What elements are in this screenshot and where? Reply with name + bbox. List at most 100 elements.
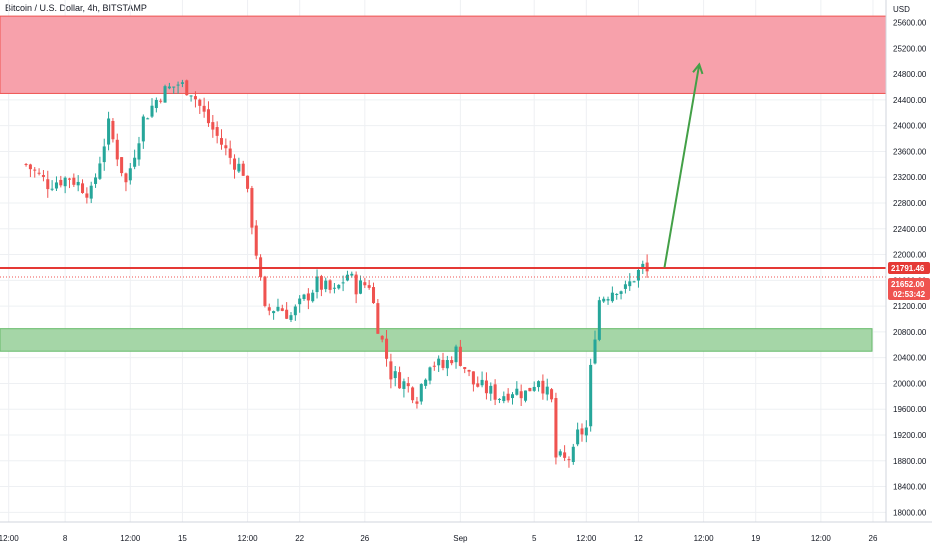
candle-body xyxy=(411,387,415,401)
candle-body xyxy=(137,143,141,160)
candle-body xyxy=(102,146,106,163)
candle-body xyxy=(233,158,237,170)
candle-body xyxy=(385,338,389,359)
time-tick-label: 12:00 xyxy=(238,534,259,543)
price-tick-label: 18400.00 xyxy=(893,483,927,492)
candle-body xyxy=(636,269,640,281)
level-price-tag-text: 21791.46 xyxy=(891,264,925,273)
candle-body xyxy=(606,299,610,301)
candle-body xyxy=(211,122,215,130)
candle-body xyxy=(589,364,593,427)
candle-body xyxy=(189,95,193,97)
candle-body xyxy=(59,179,63,186)
candle-body xyxy=(506,393,510,401)
time-tick-label: 19 xyxy=(751,534,760,543)
candle-body xyxy=(489,385,493,394)
price-tick-label: 22400.00 xyxy=(893,225,927,234)
candle-body xyxy=(406,383,410,387)
candle-body xyxy=(237,163,241,172)
candle-body xyxy=(515,388,519,395)
candle-body xyxy=(172,86,176,88)
time-tick-label: 12:00 xyxy=(120,534,141,543)
candle-body xyxy=(628,281,632,287)
candle-body xyxy=(124,173,128,183)
time-tick-label: 5 xyxy=(532,534,537,543)
candle-body xyxy=(619,291,623,294)
candle-body xyxy=(254,225,258,256)
candle-body xyxy=(276,306,280,311)
candle-body xyxy=(584,427,588,436)
candle-body xyxy=(219,138,224,145)
candle-body xyxy=(493,384,497,400)
candle-body xyxy=(476,383,480,387)
price-tick-label: 25600.00 xyxy=(893,19,927,28)
time-tick-label: 12:00 xyxy=(576,534,597,543)
candle-body xyxy=(502,396,506,402)
candle-body xyxy=(602,298,606,302)
projection-arrow[interactable] xyxy=(663,64,701,268)
candle-body xyxy=(367,285,371,288)
candle-body xyxy=(54,182,58,189)
candle-body xyxy=(428,367,432,381)
price-tick-label: 22000.00 xyxy=(893,251,927,260)
candle-body xyxy=(471,371,475,385)
candle-body xyxy=(402,381,406,389)
candle-body xyxy=(72,177,76,185)
candle-body xyxy=(463,367,467,370)
candle-body xyxy=(380,335,384,340)
candle-body xyxy=(458,346,462,366)
candle-body xyxy=(345,274,349,281)
candle-body xyxy=(28,164,32,170)
candle-body xyxy=(50,188,54,190)
candle-body xyxy=(332,287,336,289)
candle-body xyxy=(480,379,484,386)
candle-body xyxy=(393,371,397,379)
candle-body xyxy=(120,157,124,174)
time-tick-label: 12:00 xyxy=(811,534,832,543)
last-price-tag xyxy=(888,277,930,300)
candle-body xyxy=(510,394,515,399)
candle-body xyxy=(285,309,289,319)
candle-body xyxy=(33,169,37,171)
candle-body xyxy=(554,398,558,458)
candle-body xyxy=(532,386,536,391)
candle-body xyxy=(537,381,541,388)
projection-arrow-head xyxy=(692,62,704,75)
candle-body xyxy=(98,163,102,179)
candle-body xyxy=(550,389,554,400)
candle-body xyxy=(111,120,115,140)
zones xyxy=(0,15,887,352)
candle-body xyxy=(519,391,523,399)
price-tick-label: 22800.00 xyxy=(893,199,927,208)
price-tick-label: 25200.00 xyxy=(893,44,927,53)
candle-body xyxy=(41,175,45,177)
candle-body xyxy=(341,282,345,284)
candle-body xyxy=(167,86,171,89)
time-axis-ticks[interactable]: 12:00 8 12:00 15 12:00 22 26 Sep 5 12:00 12 12:00 19… xyxy=(0,534,878,543)
candle-body xyxy=(398,372,402,389)
candle-body xyxy=(311,292,315,302)
candle-body xyxy=(337,284,341,289)
support-zone[interactable] xyxy=(0,328,873,352)
candle-body xyxy=(202,105,206,112)
candle-body xyxy=(632,281,636,283)
candle-body xyxy=(193,96,197,100)
time-tick-label: 26 xyxy=(869,534,878,543)
candle-body xyxy=(133,157,137,167)
candle-body xyxy=(306,293,310,301)
price-tick-label: 18800.00 xyxy=(893,457,927,466)
resistance-zone[interactable] xyxy=(0,15,887,94)
candle-body xyxy=(63,177,67,187)
candle-body xyxy=(541,380,545,394)
candle-body xyxy=(319,276,323,290)
candle-body xyxy=(76,181,80,186)
candle-body xyxy=(263,276,267,306)
candle-body xyxy=(246,175,250,189)
candle-body xyxy=(250,188,254,228)
candle-body xyxy=(37,172,41,174)
candle-body xyxy=(445,360,449,369)
candle-body xyxy=(115,139,119,160)
candle-body xyxy=(24,164,28,166)
